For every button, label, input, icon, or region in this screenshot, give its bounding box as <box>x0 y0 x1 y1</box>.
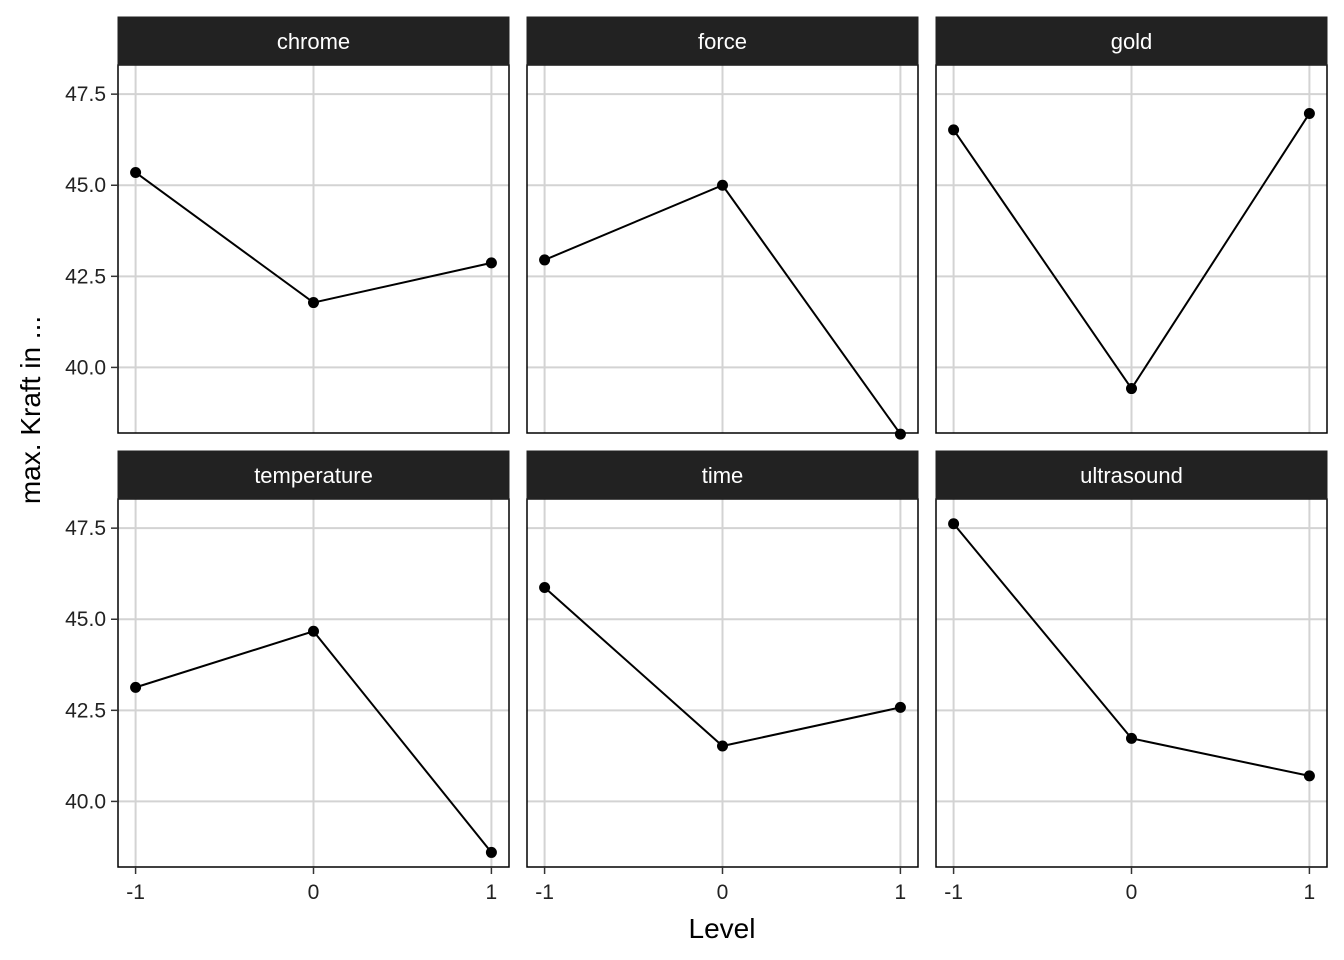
facet-panel-gold: gold <box>935 16 1328 434</box>
data-point-ultrasound <box>948 518 960 530</box>
data-point-ultrasound <box>1303 770 1315 782</box>
data-point-gold <box>1126 383 1137 395</box>
data-point-chrome <box>308 297 319 309</box>
data-point-temperature <box>485 846 497 858</box>
facet-panel-temperature: temperature <box>117 450 510 868</box>
facet-strip-label: chrome <box>277 29 350 54</box>
x-tick-label: -1 <box>944 881 963 904</box>
data-point-temperature <box>130 681 142 693</box>
facet-strip-label: gold <box>1111 29 1153 54</box>
facet-panels: chrome force gold temperature time ultrasound <box>117 16 1328 868</box>
x-axis-col-2: -1 0 1 <box>535 867 906 904</box>
y-tick-label: 45.0 <box>65 174 106 197</box>
data-point-ultrasound <box>1126 732 1137 744</box>
facet-panel-force: force <box>526 16 919 440</box>
data-point-gold <box>1303 107 1315 119</box>
x-axes: -1 0 1 -1 0 1 -1 0 1 <box>126 867 1315 904</box>
facet-strip <box>526 450 919 500</box>
data-point-temperature <box>308 625 319 637</box>
y-tick-label: 40.0 <box>65 356 106 379</box>
y-tick-label: 47.5 <box>65 83 106 106</box>
data-point-chrome <box>130 166 142 178</box>
y-tick-label: 42.5 <box>65 265 106 288</box>
y-axis-row-2: 40.0 42.5 45.0 47.5 <box>65 517 118 813</box>
data-point-time <box>894 701 906 713</box>
facet-panel-chrome: chrome <box>117 16 510 434</box>
facet-strip <box>526 16 919 66</box>
x-tick-label: -1 <box>126 881 145 904</box>
y-tick-label: 47.5 <box>65 517 106 540</box>
facet-strip-label: time <box>702 463 744 488</box>
facet-strip-label: force <box>698 29 747 54</box>
x-tick-label: -1 <box>535 881 554 904</box>
x-axis-col-3: -1 0 1 <box>944 867 1315 904</box>
data-point-force <box>717 179 728 191</box>
data-point-gold <box>948 124 960 136</box>
y-tick-label: 40.0 <box>65 790 106 813</box>
facet-panel-ultrasound: ultrasound <box>935 450 1328 868</box>
data-point-time <box>717 740 728 752</box>
facet-strip-label: ultrasound <box>1080 463 1183 488</box>
x-tick-label: 0 <box>717 881 729 904</box>
x-tick-label: 1 <box>1304 881 1316 904</box>
x-axis-col-1: -1 0 1 <box>126 867 497 904</box>
x-tick-label: 1 <box>895 881 907 904</box>
y-axes: 40.0 42.5 45.0 47.5 40.0 42.5 45.0 47.5 <box>65 83 118 813</box>
data-point-chrome <box>485 257 497 269</box>
facet-strip-label: temperature <box>254 463 373 488</box>
x-tick-label: 0 <box>308 881 320 904</box>
x-tick-label: 1 <box>486 881 498 904</box>
facet-panel-time: time <box>526 450 919 868</box>
facet-strip <box>935 16 1328 66</box>
y-axis-title: max. Kraft in ... <box>15 316 46 504</box>
x-tick-label: 0 <box>1126 881 1138 904</box>
data-point-force <box>539 254 551 266</box>
facet-strip <box>935 450 1328 500</box>
data-point-time <box>539 582 551 594</box>
y-tick-label: 42.5 <box>65 699 106 722</box>
y-axis-row-1: 40.0 42.5 45.0 47.5 <box>65 83 118 379</box>
facet-strip <box>117 450 510 500</box>
x-axis-title: Level <box>689 913 756 944</box>
facet-strip <box>117 16 510 66</box>
data-point-force <box>894 428 906 440</box>
y-tick-label: 45.0 <box>65 608 106 631</box>
